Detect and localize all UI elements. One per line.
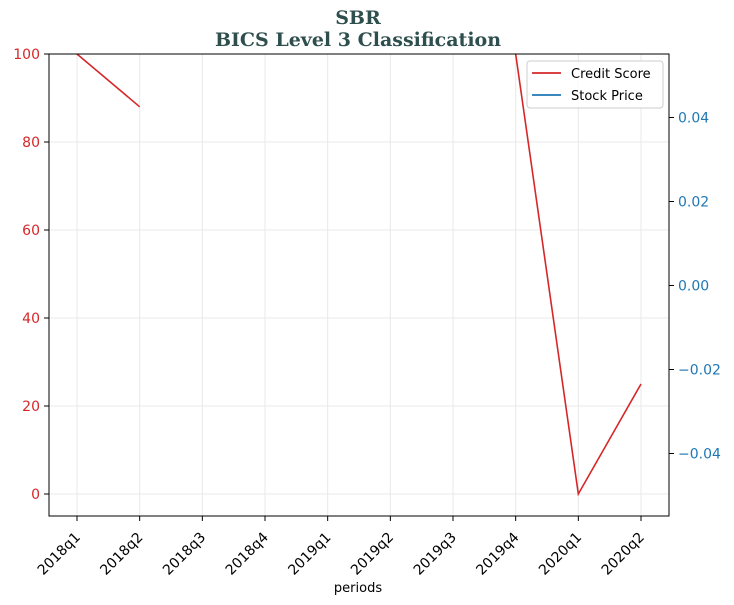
x-tick-label: 2019q4 xyxy=(473,529,522,578)
left-tick-label: 60 xyxy=(22,223,40,239)
x-tick-label: 2018q1 xyxy=(35,530,84,579)
right-tick-label: −0.04 xyxy=(678,447,721,463)
plot-frame xyxy=(48,53,670,517)
x-tick-label: 2018q4 xyxy=(223,529,272,578)
x-tick-label: 2019q2 xyxy=(348,530,397,579)
x-tick-label: 2018q2 xyxy=(97,530,146,579)
series-lines xyxy=(76,54,642,497)
right-tick-label: 0.02 xyxy=(678,195,709,211)
left-tick-label: 40 xyxy=(22,311,40,327)
legend-label: Credit Score xyxy=(571,67,651,82)
x-axis-label: periods xyxy=(334,581,382,596)
left-axis: 0 20 40 60 80 100 xyxy=(13,47,49,503)
x-tick-label: 2019q1 xyxy=(285,530,334,579)
x-tick-label: 2019q3 xyxy=(411,530,460,579)
series-line-credit-score xyxy=(514,54,642,497)
chart-subtitle: BICS Level 3 Classification xyxy=(215,29,501,51)
legend: Credit Score Stock Price xyxy=(526,60,664,109)
right-axis: −0.04 −0.02 0.00 0.02 0.04 xyxy=(669,111,721,463)
legend-label: Stock Price xyxy=(571,89,643,104)
chart-title: SBR xyxy=(335,7,381,29)
left-tick-label: 0 xyxy=(31,487,40,503)
right-tick-label: 0.00 xyxy=(678,279,709,295)
series-line-credit-score xyxy=(76,54,141,108)
x-tick-label: 2020q1 xyxy=(536,530,585,579)
left-tick-label: 100 xyxy=(13,47,40,63)
x-axis: 2018q1 2018q2 2018q3 2018q4 2019q1 2019q2 2019… xyxy=(35,516,648,579)
right-tick-label: 0.04 xyxy=(678,111,709,127)
grid xyxy=(49,53,669,516)
x-tick-label: 2020q2 xyxy=(599,530,648,579)
right-tick-label: −0.02 xyxy=(678,363,721,379)
left-tick-label: 20 xyxy=(22,399,40,415)
left-tick-label: 80 xyxy=(22,135,40,151)
x-tick-label: 2018q3 xyxy=(160,530,209,579)
